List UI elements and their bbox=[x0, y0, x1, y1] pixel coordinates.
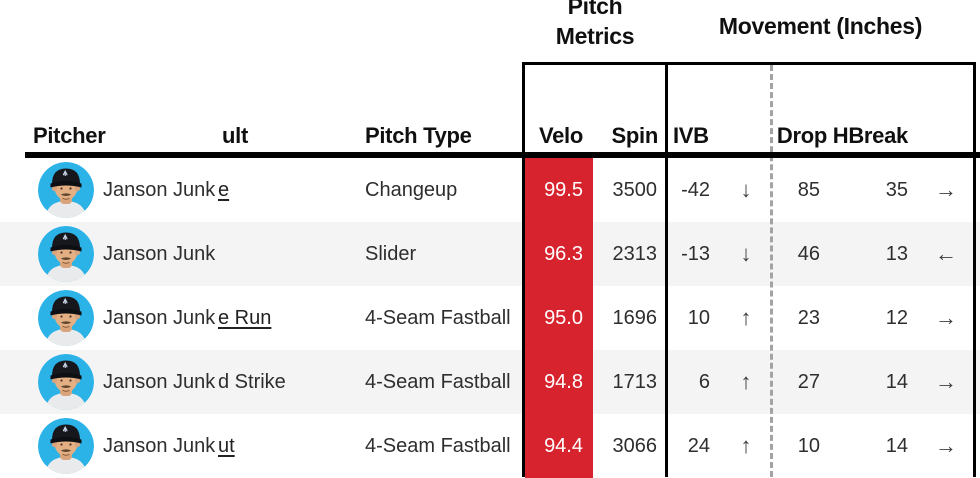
pitcher-avatar bbox=[38, 290, 94, 346]
drop-value: 46 bbox=[797, 243, 820, 265]
pitch-metrics-line2: Metrics bbox=[555, 23, 635, 49]
drop-value: 27 bbox=[797, 371, 820, 393]
column-header-result-clipped: ult bbox=[222, 123, 248, 148]
spin-value: 1696 bbox=[612, 307, 658, 329]
pitcher-avatar bbox=[38, 418, 94, 474]
velo-value: 94.8 bbox=[525, 350, 593, 414]
column-header-spin: Spin bbox=[611, 123, 659, 148]
spin-value: 3500 bbox=[612, 179, 658, 201]
ivb-drop-dashed-divider bbox=[770, 65, 773, 477]
ivb-value: 10 bbox=[687, 307, 710, 329]
table-row: Janson Junk ut 4-Seam Fastball 94.4 3066… bbox=[0, 414, 980, 478]
ivb-direction-arrow-icon: ↑ bbox=[740, 305, 752, 330]
result-link[interactable]: e Run bbox=[218, 307, 272, 329]
hbreak-direction-arrow-icon: ← bbox=[935, 241, 957, 266]
pitch-type: Changeup bbox=[365, 179, 458, 201]
ivb-value: -13 bbox=[681, 243, 710, 265]
pitch-type: 4-Seam Fastball bbox=[365, 371, 511, 393]
table-row: Janson Junk e Run 4-Seam Fastball 95.0 1… bbox=[0, 286, 980, 350]
velo-value: 99.5 bbox=[525, 158, 593, 222]
pitcher-name: Janson Junk bbox=[103, 435, 216, 457]
movement-group-header: Movement (Inches) bbox=[718, 13, 923, 39]
drop-value: 23 bbox=[797, 307, 820, 329]
pitcher-avatar bbox=[38, 162, 94, 218]
column-header-ivb: IVB bbox=[673, 123, 709, 148]
hbreak-value: 12 bbox=[885, 307, 908, 329]
pitcher-name: Janson Junk bbox=[103, 243, 216, 265]
ivb-direction-arrow-icon: ↓ bbox=[740, 177, 752, 202]
spin-value: 3066 bbox=[612, 435, 658, 457]
table-row: Janson Junk e Changeup 99.5 3500 -42 ↓ 8… bbox=[0, 158, 980, 222]
ivb-value: 6 bbox=[698, 371, 710, 393]
pitch-type: 4-Seam Fastball bbox=[365, 307, 511, 329]
column-header-pitch-type: Pitch Type bbox=[365, 123, 472, 148]
pitch-table-body: Janson Junk e Changeup 99.5 3500 -42 ↓ 8… bbox=[0, 158, 980, 478]
column-header-pitcher: Pitcher bbox=[33, 123, 106, 148]
group-box-top-border bbox=[522, 62, 976, 65]
pitcher-avatar bbox=[38, 226, 94, 282]
pitcher-name: Janson Junk bbox=[103, 371, 216, 393]
pitcher-avatar bbox=[38, 354, 94, 410]
pitch-metrics-line1: Pitch bbox=[567, 0, 623, 19]
column-header-velo: Velo bbox=[538, 123, 583, 148]
hbreak-value: 14 bbox=[885, 371, 908, 393]
column-header-hbreak: HBreak bbox=[832, 123, 909, 148]
velo-column-left-border bbox=[522, 62, 525, 477]
hbreak-value: 14 bbox=[885, 435, 908, 457]
result-link[interactable]: ut bbox=[218, 435, 235, 457]
hbreak-value: 13 bbox=[885, 243, 908, 265]
hbreak-direction-arrow-icon: → bbox=[935, 433, 957, 458]
ivb-direction-arrow-icon: ↑ bbox=[740, 369, 752, 394]
movement-right-border bbox=[973, 62, 976, 477]
spin-value: 2313 bbox=[612, 243, 658, 265]
pitcher-name: Janson Junk bbox=[103, 179, 216, 201]
hbreak-value: 35 bbox=[885, 179, 908, 201]
hbreak-direction-arrow-icon: → bbox=[935, 305, 957, 330]
result-text[interactable]: d Strike bbox=[218, 371, 286, 393]
pitcher-name: Janson Junk bbox=[103, 307, 216, 329]
ivb-value: 24 bbox=[687, 435, 710, 457]
metrics-movement-divider bbox=[665, 62, 668, 477]
hbreak-direction-arrow-icon: → bbox=[935, 369, 957, 394]
hbreak-direction-arrow-icon: → bbox=[935, 177, 957, 202]
table-row: Janson Junk d Strike 4-Seam Fastball 94.… bbox=[0, 350, 980, 414]
pitch-metrics-group-header: Pitch Metrics bbox=[522, 0, 668, 51]
ivb-direction-arrow-icon: ↑ bbox=[740, 433, 752, 458]
velo-value: 94.4 bbox=[525, 414, 593, 478]
column-header-drop: Drop bbox=[776, 123, 827, 148]
velo-value: 95.0 bbox=[525, 286, 593, 350]
header-underline-rule bbox=[25, 152, 980, 158]
spin-value: 1713 bbox=[612, 371, 658, 393]
result-link[interactable]: e bbox=[218, 179, 230, 201]
drop-value: 10 bbox=[797, 435, 820, 457]
pitch-type: 4-Seam Fastball bbox=[365, 435, 511, 457]
drop-value: 85 bbox=[797, 179, 820, 201]
pitch-type: Slider bbox=[365, 243, 417, 265]
ivb-value: -42 bbox=[681, 179, 710, 201]
ivb-direction-arrow-icon: ↓ bbox=[740, 241, 752, 266]
velo-value: 96.3 bbox=[525, 222, 593, 286]
table-row: Janson Junk Slider 96.3 2313 -13 ↓ 46 13… bbox=[0, 222, 980, 286]
